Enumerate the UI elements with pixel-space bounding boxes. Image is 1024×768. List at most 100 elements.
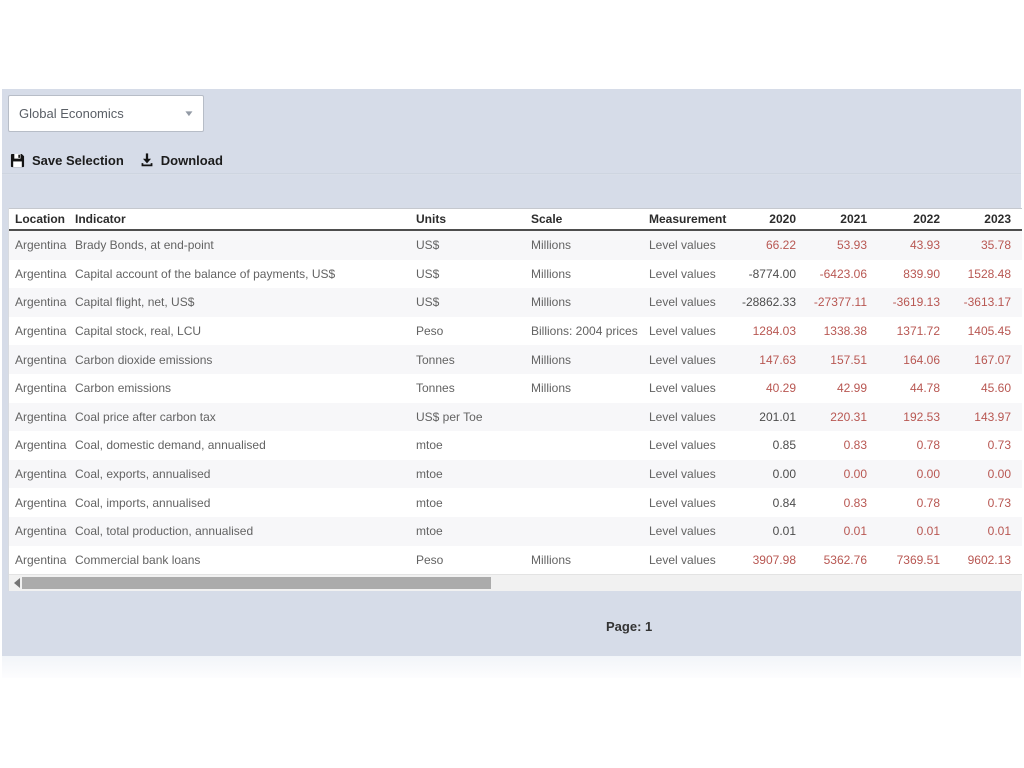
cell-scale: Millions <box>531 381 572 396</box>
cell-year-value: 7369.51 <box>896 552 940 567</box>
cell-units: mtoe <box>416 438 443 453</box>
cell-year-value: 0.83 <box>843 438 867 453</box>
cell-measurement: Level values <box>649 409 716 424</box>
triangle-left-icon <box>13 578 20 588</box>
cell-location: Argentina <box>15 495 67 510</box>
table-row: Argentina Coal, exports, annualised mtoe Le… <box>9 459 1022 489</box>
chevron-down-icon: ▼ <box>183 109 195 118</box>
cell-units: US$ <box>416 266 440 281</box>
cell-measurement: Level values <box>649 495 716 510</box>
cell-year-value: 0.85 <box>772 438 796 453</box>
cell-year-value: 0.73 <box>987 438 1011 453</box>
cell-scale: Millions <box>531 552 572 567</box>
table-row: Argentina Capital account of the balance … <box>9 259 1022 289</box>
cell-units: US$ <box>416 295 440 310</box>
cell-scale: Millions <box>531 266 572 281</box>
content-panel: Global Economics ▼ Save Selection <box>2 89 1022 656</box>
column-header-2023: 2023 <box>984 212 1011 226</box>
cell-measurement: Level values <box>649 381 716 396</box>
cell-indicator: Carbon emissions <box>75 381 172 396</box>
cell-location: Argentina <box>15 524 67 539</box>
cell-year-value: 53.93 <box>836 238 867 253</box>
scrollbar-thumb[interactable] <box>22 577 491 589</box>
cell-measurement: Level values <box>649 438 716 453</box>
cell-units: mtoe <box>416 495 443 510</box>
cell-measurement: Level values <box>649 524 716 539</box>
cell-indicator: Carbon dioxide emissions <box>75 352 213 367</box>
cell-year-value: -8774.00 <box>748 266 796 281</box>
column-header-2020: 2020 <box>769 212 796 226</box>
cell-location: Argentina <box>15 438 67 453</box>
cell-units: Tonnes <box>416 352 455 367</box>
table-row: Argentina Brady Bonds, at end-point US$ Mil… <box>9 231 1022 260</box>
cell-year-value: -3619.13 <box>892 295 940 310</box>
cell-year-value: 5362.76 <box>823 552 867 567</box>
cell-year-value: 43.93 <box>909 238 940 253</box>
table-row: Argentina Coal, total production, annuali… <box>9 516 1022 546</box>
cell-year-value: 0.01 <box>772 524 796 539</box>
cell-indicator: Coal price after carbon tax <box>75 409 216 424</box>
download-button[interactable]: Download <box>140 152 223 168</box>
cell-location: Argentina <box>15 552 67 567</box>
cell-year-value: 45.60 <box>980 381 1011 396</box>
column-header-measurement: Measurement <box>649 212 727 226</box>
save-selection-label: Save Selection <box>32 152 124 168</box>
cell-scale: Millions <box>531 352 572 367</box>
cell-indicator: Commercial bank loans <box>75 552 201 567</box>
cell-year-value: 44.78 <box>909 381 940 396</box>
column-header-location: Location <box>15 212 65 226</box>
column-header-indicator: Indicator <box>75 212 126 226</box>
table-row: Argentina Capital flight, net, US$ US$ Mill… <box>9 288 1022 317</box>
download-label: Download <box>160 152 223 168</box>
cell-year-value: 1371.72 <box>896 324 940 339</box>
cell-year-value: 1338.38 <box>823 324 867 339</box>
cell-year-value: -28862.33 <box>741 295 796 310</box>
cell-scale: Billions: 2004 prices <box>531 324 638 339</box>
cell-location: Argentina <box>15 295 67 310</box>
save-selection-button[interactable]: Save Selection <box>10 153 124 168</box>
horizontal-scrollbar[interactable] <box>9 574 1022 591</box>
cell-indicator: Brady Bonds, at end-point <box>75 238 214 253</box>
cell-indicator: Coal, domestic demand, annualised <box>75 438 266 453</box>
cell-location: Argentina <box>15 352 67 367</box>
cell-year-value: -27377.11 <box>813 295 867 310</box>
cell-year-value: 42.99 <box>836 381 867 396</box>
cell-indicator: Coal, imports, annualised <box>75 495 211 510</box>
cell-year-value: 164.06 <box>903 352 940 367</box>
dataset-dropdown[interactable]: Global Economics ▼ <box>8 95 204 132</box>
cell-measurement: Level values <box>649 552 716 567</box>
cell-location: Argentina <box>15 381 67 396</box>
cell-year-value: 147.63 <box>759 352 796 367</box>
cell-units: mtoe <box>416 524 443 539</box>
cell-year-value: 35.78 <box>980 238 1011 253</box>
cell-year-value: 157.51 <box>830 352 867 367</box>
page-indicator: Page: 1 <box>606 619 653 634</box>
cell-measurement: Level values <box>649 295 716 310</box>
cell-year-value: 0.00 <box>843 467 867 482</box>
cell-year-value: 167.07 <box>974 352 1011 367</box>
scroll-left-arrow[interactable] <box>9 575 24 591</box>
cell-units: Peso <box>416 324 444 339</box>
cell-year-value: 0.01 <box>843 524 867 539</box>
cell-year-value: 66.22 <box>765 238 796 253</box>
cell-location: Argentina <box>15 238 67 253</box>
cell-year-value: 0.84 <box>772 495 796 510</box>
cell-indicator: Capital account of the balance of paymen… <box>75 266 336 281</box>
cell-year-value: 0.83 <box>843 495 867 510</box>
cell-year-value: 9602.13 <box>967 552 1011 567</box>
cell-year-value: 0.00 <box>916 467 940 482</box>
cell-units: Peso <box>416 552 444 567</box>
table-row: Argentina Coal, imports, annualised mtoe Le… <box>9 488 1022 517</box>
cell-indicator: Capital stock, real, LCU <box>75 324 202 339</box>
cell-units: Tonnes <box>416 381 455 396</box>
cell-year-value: 1284.03 <box>752 324 796 339</box>
table-body: Argentina Brady Bonds, at end-point US$ Mil… <box>9 231 1022 574</box>
cell-location: Argentina <box>15 266 67 281</box>
toolbar-divider <box>2 173 1021 175</box>
cell-year-value: 0.00 <box>987 467 1011 482</box>
cell-year-value: 3907.98 <box>752 552 796 567</box>
cell-year-value: 0.01 <box>916 524 940 539</box>
table-row: Argentina Capital stock, real, LCU Peso Bil… <box>9 316 1022 346</box>
cell-year-value: -6423.06 <box>819 266 867 281</box>
cell-units: US$ <box>416 238 440 253</box>
